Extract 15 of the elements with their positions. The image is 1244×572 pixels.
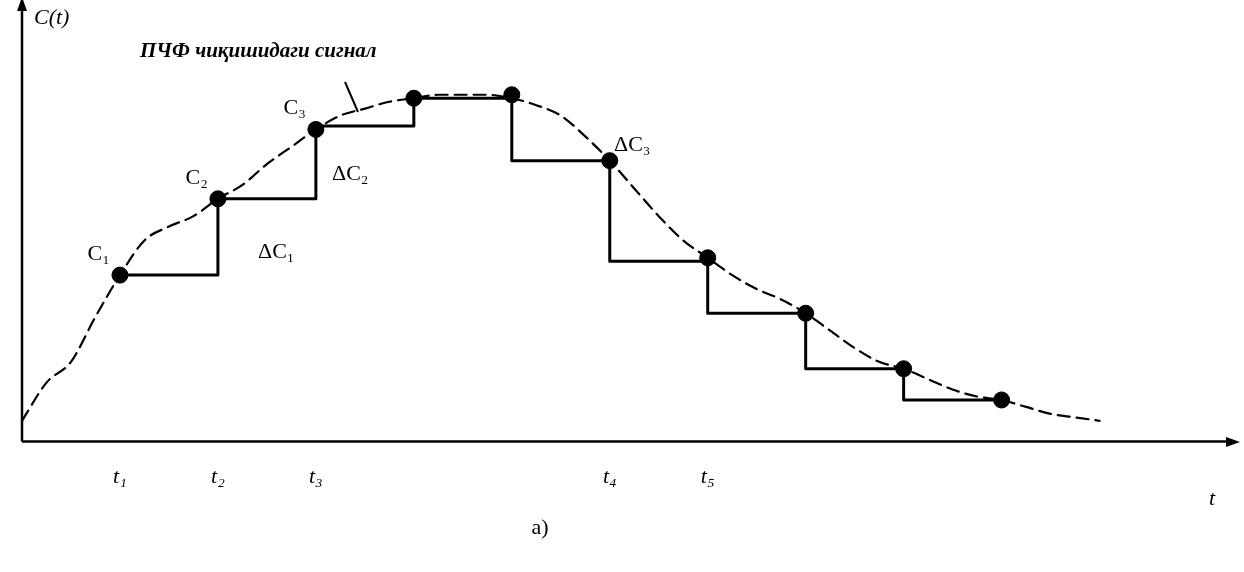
text: ПЧФ чиқишидаги сигнал xyxy=(139,38,377,63)
x-tick-label: t₄ xyxy=(602,462,617,488)
text: а) xyxy=(531,513,549,539)
y-axis-title: C(t) xyxy=(34,3,70,29)
annotation: C₃ xyxy=(283,94,306,120)
annotation: ΔC₂ xyxy=(332,159,369,185)
x-tick-label: t₂ xyxy=(211,462,226,488)
annotation: ΔC₃ xyxy=(614,130,651,156)
annotation: C₂ xyxy=(185,163,208,189)
annotation: ΔC₁ xyxy=(258,237,295,263)
x-tick-label: t₅ xyxy=(700,462,715,488)
x-axis-title: t xyxy=(1208,485,1216,511)
x-tick-label: t₁ xyxy=(113,462,127,488)
annotation: C₁ xyxy=(87,239,110,265)
x-tick-label: t₃ xyxy=(308,462,323,488)
